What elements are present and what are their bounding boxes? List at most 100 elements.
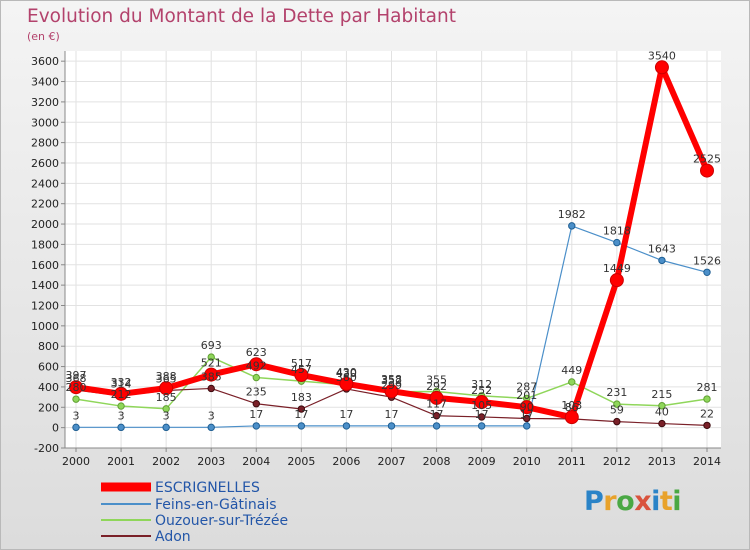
data-label: 1449 xyxy=(603,262,631,275)
data-label: 17 xyxy=(385,408,399,421)
x-tick-label: 2012 xyxy=(603,455,631,468)
data-label: 420 xyxy=(336,367,357,380)
data-point xyxy=(162,423,170,432)
data-point xyxy=(117,423,125,432)
data-point xyxy=(609,273,624,288)
chart-unit-label: (en €) xyxy=(27,30,60,43)
data-point xyxy=(703,395,711,403)
y-tick-label: 1400 xyxy=(31,279,59,292)
data-point xyxy=(72,423,80,432)
y-tick-labels: -200 0 200 400 600 800 1000 1200 1400 1600 1800 200… xyxy=(31,55,59,455)
data-label: 59 xyxy=(610,404,624,417)
x-tick-label: 2002 xyxy=(152,455,180,468)
data-label: 314 xyxy=(111,378,132,391)
proxiti-logo: Proxiti xyxy=(584,486,682,517)
data-label: 299 xyxy=(381,379,402,392)
data-point xyxy=(523,414,531,423)
data-point xyxy=(568,378,576,386)
data-point xyxy=(519,400,534,415)
data-label: 693 xyxy=(201,339,222,352)
y-tick-label: 2200 xyxy=(31,198,59,211)
logo-letter: i xyxy=(672,486,682,517)
data-point xyxy=(294,368,309,383)
data-labels: 397 332 388 521 623 517 430 358 292 252 201 103 1449… xyxy=(66,49,722,422)
x-tick-label: 2000 xyxy=(62,455,90,468)
data-point xyxy=(69,380,83,395)
data-point xyxy=(613,238,621,247)
data-point xyxy=(297,405,306,413)
y-tick-label: 2400 xyxy=(31,177,59,190)
data-point xyxy=(117,402,125,410)
data-label: 201 xyxy=(516,389,537,402)
data-point xyxy=(429,390,444,405)
logo-letter: x xyxy=(634,486,652,517)
data-label: 17 xyxy=(294,408,308,421)
data-point xyxy=(207,384,215,393)
y-tick-label: 2000 xyxy=(31,218,59,231)
y-tick-label: 200 xyxy=(38,401,59,414)
grid-lines xyxy=(65,51,721,449)
data-point xyxy=(658,402,666,410)
x-tick-label: 2006 xyxy=(332,455,360,468)
y-tick-label: 1600 xyxy=(31,259,59,272)
y-tick-label: 2800 xyxy=(31,137,59,150)
x-tick-label: 2013 xyxy=(648,455,676,468)
data-label: 430 xyxy=(336,366,357,379)
data-label: 17 xyxy=(520,408,534,421)
data-point xyxy=(523,422,531,430)
data-label: 312 xyxy=(471,378,492,391)
data-point xyxy=(432,422,441,430)
data-label: 3 xyxy=(118,409,125,422)
y-tick-label: 1000 xyxy=(31,320,59,333)
data-label: 90 xyxy=(520,400,534,413)
logo-letter: o xyxy=(616,486,635,517)
data-label: 355 xyxy=(426,374,447,387)
x-tick-label: 2009 xyxy=(468,455,496,468)
data-point xyxy=(297,422,306,430)
x-tick-label: 2011 xyxy=(558,455,586,468)
data-label: 397 xyxy=(66,369,87,382)
data-point xyxy=(703,421,711,430)
axes xyxy=(61,51,721,452)
logo-letter: t xyxy=(659,486,673,517)
data-point xyxy=(477,413,486,421)
data-label: 86 xyxy=(565,401,579,414)
legend-label: Adon xyxy=(155,529,191,545)
legend-label: Feins-en-Gâtinais xyxy=(155,497,277,513)
data-point xyxy=(658,256,666,265)
data-label: 40 xyxy=(655,406,669,419)
x-tick-label: 2003 xyxy=(197,455,225,468)
data-label: 22 xyxy=(700,407,714,420)
data-point xyxy=(339,376,354,391)
data-point xyxy=(654,60,669,75)
data-point xyxy=(249,357,264,372)
data-label: 235 xyxy=(246,386,267,399)
chart-title: Evolution du Montant de la Dette par Hab… xyxy=(27,6,456,27)
data-point xyxy=(114,386,129,401)
x-tick-label: 2005 xyxy=(287,455,315,468)
data-point xyxy=(252,422,260,430)
data-point xyxy=(207,353,215,361)
data-label: 623 xyxy=(246,346,267,359)
data-label: 17 xyxy=(430,408,444,421)
data-label: 183 xyxy=(291,391,312,404)
x-tick-label: 2014 xyxy=(693,455,721,468)
data-label: 281 xyxy=(697,381,718,394)
data-point xyxy=(477,422,486,430)
data-point xyxy=(613,417,621,426)
data-label: 358 xyxy=(381,373,402,386)
data-point xyxy=(342,422,351,430)
legend: ESCRIGNELLESFeins-en-GâtinaisOuzouer-sur… xyxy=(101,480,288,545)
data-point xyxy=(72,395,80,403)
data-point xyxy=(613,400,621,408)
data-label: 388 xyxy=(156,370,177,383)
plot-area xyxy=(65,51,721,448)
data-point xyxy=(162,405,170,413)
data-point xyxy=(568,222,576,230)
data-label: 457 xyxy=(291,363,312,376)
y-tick-label: -200 xyxy=(34,442,59,455)
x-tick-label: 2001 xyxy=(107,455,135,468)
data-label: 117 xyxy=(426,398,447,411)
legend-label: ESCRIGNELLES xyxy=(155,480,260,496)
data-label: 492 xyxy=(246,360,267,373)
